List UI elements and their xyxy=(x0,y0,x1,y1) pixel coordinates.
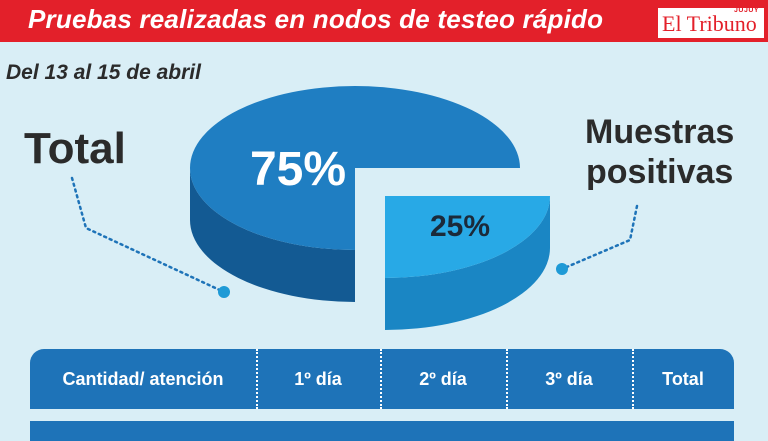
pie-slice-positive-side xyxy=(385,196,550,330)
positive-label-line1: Muestras xyxy=(585,113,735,151)
table-row xyxy=(30,421,734,441)
slice-label-positive: 25% xyxy=(430,210,490,243)
column-header-total: Total xyxy=(662,369,704,389)
total-label: Total xyxy=(24,124,126,173)
positive-label-line2: positivas xyxy=(585,153,734,191)
slice-label-main: 75% xyxy=(250,143,346,196)
column-divider xyxy=(256,349,258,409)
logo-subtext: JUJUY xyxy=(734,7,760,14)
pie-chart: 75% 25% xyxy=(70,86,639,330)
pie-slice-positive xyxy=(385,196,550,278)
column-header-dia2: 2º día xyxy=(419,369,467,389)
column-divider xyxy=(506,349,508,409)
date-range-subtitle: Del 13 al 15 de abril xyxy=(6,61,201,84)
column-header-cantidad: Cantidad/ atención xyxy=(62,369,224,389)
column-header-dia1: 1º día xyxy=(294,369,342,389)
column-divider xyxy=(632,349,634,409)
pie-slice-main-side xyxy=(190,168,355,302)
pie-slice-main xyxy=(190,86,520,250)
leader-dot-total xyxy=(218,286,230,298)
table-header: Cantidad/ atención 1º día 2º día 3º día … xyxy=(30,349,734,409)
column-divider xyxy=(380,349,382,409)
header-bar: Pruebas realizadas en nodos de testeo rá… xyxy=(0,0,768,42)
page-title: Pruebas realizadas en nodos de testeo rá… xyxy=(28,4,604,34)
leader-dot-positive xyxy=(556,263,568,275)
logo-text: El Tribuno xyxy=(662,11,757,36)
logo: El Tribuno JUJUY xyxy=(658,7,764,38)
leader-line-total xyxy=(70,176,226,294)
column-header-dia3: 3º día xyxy=(545,369,593,389)
leader-line-positive xyxy=(560,204,639,271)
positive-samples-label: Muestras positivas xyxy=(585,112,734,192)
